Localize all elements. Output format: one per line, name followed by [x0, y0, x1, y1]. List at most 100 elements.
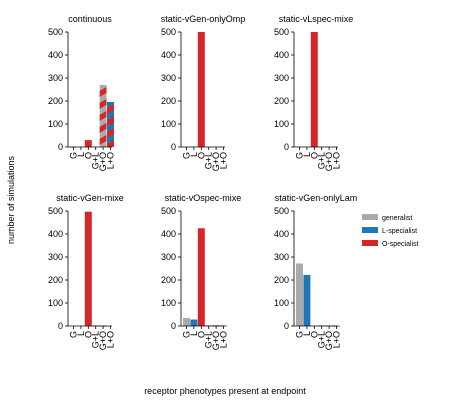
- x-tick-label: O: [83, 152, 93, 159]
- y-tick-label: 300: [48, 73, 63, 83]
- y-tick-label: 300: [48, 252, 63, 262]
- x-tick-label: G+L: [317, 152, 327, 169]
- panel-4: static-vGen-mixe 0 100 200 300 400 500 GLOG+LG+…: [48, 193, 124, 350]
- x-tick-label: L: [76, 152, 86, 157]
- legend-swatch-O-specialist: [362, 240, 378, 246]
- bar-G-generalist: [296, 263, 303, 326]
- legend-label: O-specialist: [382, 241, 419, 248]
- y-tick-label: 400: [274, 229, 289, 239]
- figure-ylabel: number of simulations: [6, 155, 16, 244]
- x-tick-label: G+O: [324, 331, 334, 350]
- panel-title: static-vGen-onlyLam: [275, 193, 358, 203]
- bar-O-O-specialist: [84, 140, 92, 147]
- y-tick-label: 0: [284, 142, 289, 152]
- x-tick-label: L: [189, 331, 199, 336]
- bar-L+O-mixed: [107, 101, 114, 147]
- x-tick-label: G+L: [91, 152, 101, 169]
- bar-G-generalist: [183, 317, 190, 326]
- y-tick-label: 400: [161, 50, 176, 60]
- panel-title: static-vOspec-mixe: [165, 193, 242, 203]
- x-tick-label: G+L: [204, 331, 214, 348]
- y-tick-label: 0: [58, 142, 63, 152]
- y-tick-label: 500: [274, 206, 289, 216]
- x-tick-label: L+O: [106, 152, 116, 169]
- y-tick-label: 100: [48, 298, 63, 308]
- y-tick-label: 200: [161, 275, 176, 285]
- y-tick-label: 200: [274, 275, 289, 285]
- y-tick-label: 500: [274, 27, 289, 37]
- x-tick-label: L+O: [332, 152, 342, 169]
- x-tick-label: O: [309, 152, 319, 159]
- panel-2: static-vGen-onlyOmp0100200300400500GLOG+…: [161, 14, 246, 171]
- y-tick-label: 400: [48, 50, 63, 60]
- y-tick-label: 100: [274, 119, 289, 129]
- y-tick-label: 0: [171, 142, 176, 152]
- x-tick-label: L: [302, 331, 312, 336]
- y-tick-label: 300: [161, 252, 176, 262]
- x-tick-label: O: [196, 331, 206, 338]
- bar-L-L-specialist: [190, 319, 198, 326]
- x-tick-label: L+O: [106, 331, 116, 348]
- bar-L-L-specialist: [303, 274, 311, 326]
- bar-O-O-specialist: [197, 228, 205, 326]
- x-tick-label: G+O: [98, 331, 108, 350]
- panel-title: static-vGen-mixe: [56, 193, 124, 203]
- y-tick-label: 300: [274, 73, 289, 83]
- x-tick-label: L+O: [219, 331, 229, 348]
- x-tick-label: G: [69, 152, 79, 159]
- panel-title: continuous: [68, 14, 112, 24]
- panels: continuous0100200300400500GLOG+LG+OL+Ost…: [48, 14, 357, 350]
- x-tick-label: G: [295, 152, 305, 159]
- y-tick-label: 500: [161, 27, 176, 37]
- bar-O-O-specialist: [310, 32, 318, 147]
- y-tick-label: 400: [48, 229, 63, 239]
- x-tick-label: G+L: [317, 331, 327, 348]
- x-tick-label: G: [69, 331, 79, 338]
- legend: generalist L-specialist O-specialist: [362, 214, 419, 248]
- legend-label: L-specialist: [382, 228, 417, 235]
- x-tick-label: G+O: [211, 331, 221, 350]
- x-tick-label: G: [182, 331, 192, 338]
- y-tick-label: 100: [274, 298, 289, 308]
- y-tick-label: 100: [161, 119, 176, 129]
- bar-O-O-specialist: [84, 211, 92, 326]
- panel-title: static-vLspec-mixe: [279, 14, 354, 24]
- y-tick-label: 200: [161, 96, 176, 106]
- panel-3: static-vLspec-mixe 0 100 200 300 400 500 GLOG+L…: [274, 14, 353, 171]
- y-tick-label: 400: [274, 50, 289, 60]
- figure-xlabel: receptor phenotypes present at endpoint: [144, 386, 306, 396]
- x-tick-label: G+O: [211, 152, 221, 171]
- bar-G+O-mixed: [99, 84, 107, 147]
- y-tick-label: 0: [58, 321, 63, 331]
- y-tick-label: 100: [161, 298, 176, 308]
- y-tick-label: 500: [48, 27, 63, 37]
- y-tick-label: 200: [48, 96, 63, 106]
- x-tick-label: G+L: [91, 331, 101, 348]
- y-tick-label: 500: [48, 206, 63, 216]
- legend-swatch-L-specialist: [362, 227, 378, 233]
- y-tick-label: 0: [284, 321, 289, 331]
- y-tick-label: 200: [274, 96, 289, 106]
- x-tick-label: G: [182, 152, 192, 159]
- y-tick-label: 300: [161, 73, 176, 83]
- y-tick-label: 100: [48, 119, 63, 129]
- panel-6: static-vGen-onlyLam0100200300400500GLOG+…: [274, 193, 357, 350]
- x-tick-label: G+O: [324, 152, 334, 171]
- y-tick-label: 400: [161, 229, 176, 239]
- x-tick-label: G+O: [98, 152, 108, 171]
- x-tick-label: L+O: [332, 331, 342, 348]
- x-tick-label: L+O: [219, 152, 229, 169]
- bar-O-O-specialist: [197, 32, 205, 147]
- y-tick-label: 200: [48, 275, 63, 285]
- x-tick-label: O: [196, 152, 206, 159]
- x-tick-label: L: [76, 331, 86, 336]
- legend-label: generalist: [382, 215, 412, 222]
- x-tick-label: L: [189, 152, 199, 157]
- x-tick-label: L: [302, 152, 312, 157]
- x-tick-label: G: [295, 331, 305, 338]
- y-tick-label: 0: [171, 321, 176, 331]
- y-tick-label: 300: [274, 252, 289, 262]
- legend-swatch-generalist: [362, 214, 378, 220]
